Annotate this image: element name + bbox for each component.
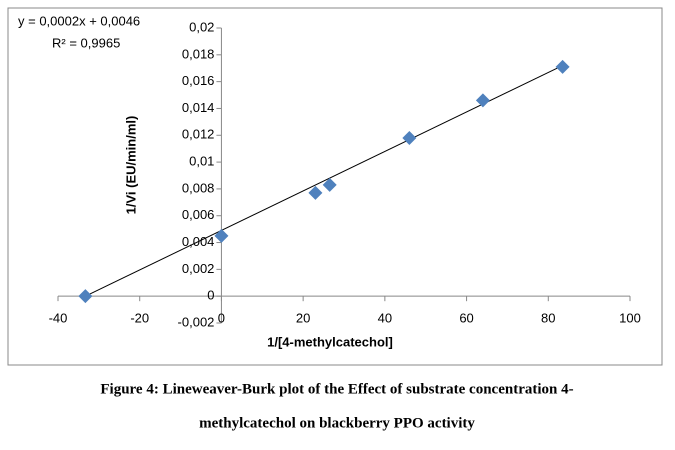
data-point [322, 177, 337, 192]
y-tick-label: -0,002 [178, 314, 215, 329]
data-point [555, 59, 570, 74]
x-tick-label: 60 [459, 310, 473, 325]
x-tick-label: 80 [541, 310, 555, 325]
y-tick-label: 0,016 [182, 73, 215, 88]
y-tick-label: 0,002 [182, 261, 215, 276]
y-tick-label: 0,012 [182, 127, 215, 142]
y-tick-label: 0,006 [182, 207, 215, 222]
caption: methylcatechol on blackberry PPO activit… [199, 415, 475, 431]
data-point [475, 93, 490, 108]
y-axis-title: 1/Vi (EU/min/ml) [123, 116, 138, 215]
data-point [308, 185, 323, 200]
y-tick-label: 0,01 [189, 154, 214, 169]
data-point [78, 289, 93, 304]
x-tick-label: -40 [49, 310, 68, 325]
x-tick-label: 20 [296, 310, 310, 325]
data-point [402, 130, 417, 145]
x-tick-label: 100 [619, 310, 641, 325]
x-tick-label: 40 [378, 310, 392, 325]
r-squared: R² = 0,9965 [52, 35, 120, 50]
data-point [214, 228, 229, 243]
y-tick-label: 0,008 [182, 180, 215, 195]
y-tick-label: 0,014 [182, 100, 215, 115]
x-tick-label: 0 [218, 310, 225, 325]
caption: Figure 4: Lineweaver-Burk plot of the Ef… [100, 381, 573, 397]
equation: y = 0,0002x + 0,0046 [18, 13, 140, 28]
x-axis-title: 1/[4-methylcatechol] [267, 334, 393, 349]
y-tick-label: 0 [207, 288, 214, 303]
x-tick-label: -20 [130, 310, 149, 325]
y-tick-label: 0,02 [189, 19, 214, 34]
y-tick-label: 0,018 [182, 46, 215, 61]
